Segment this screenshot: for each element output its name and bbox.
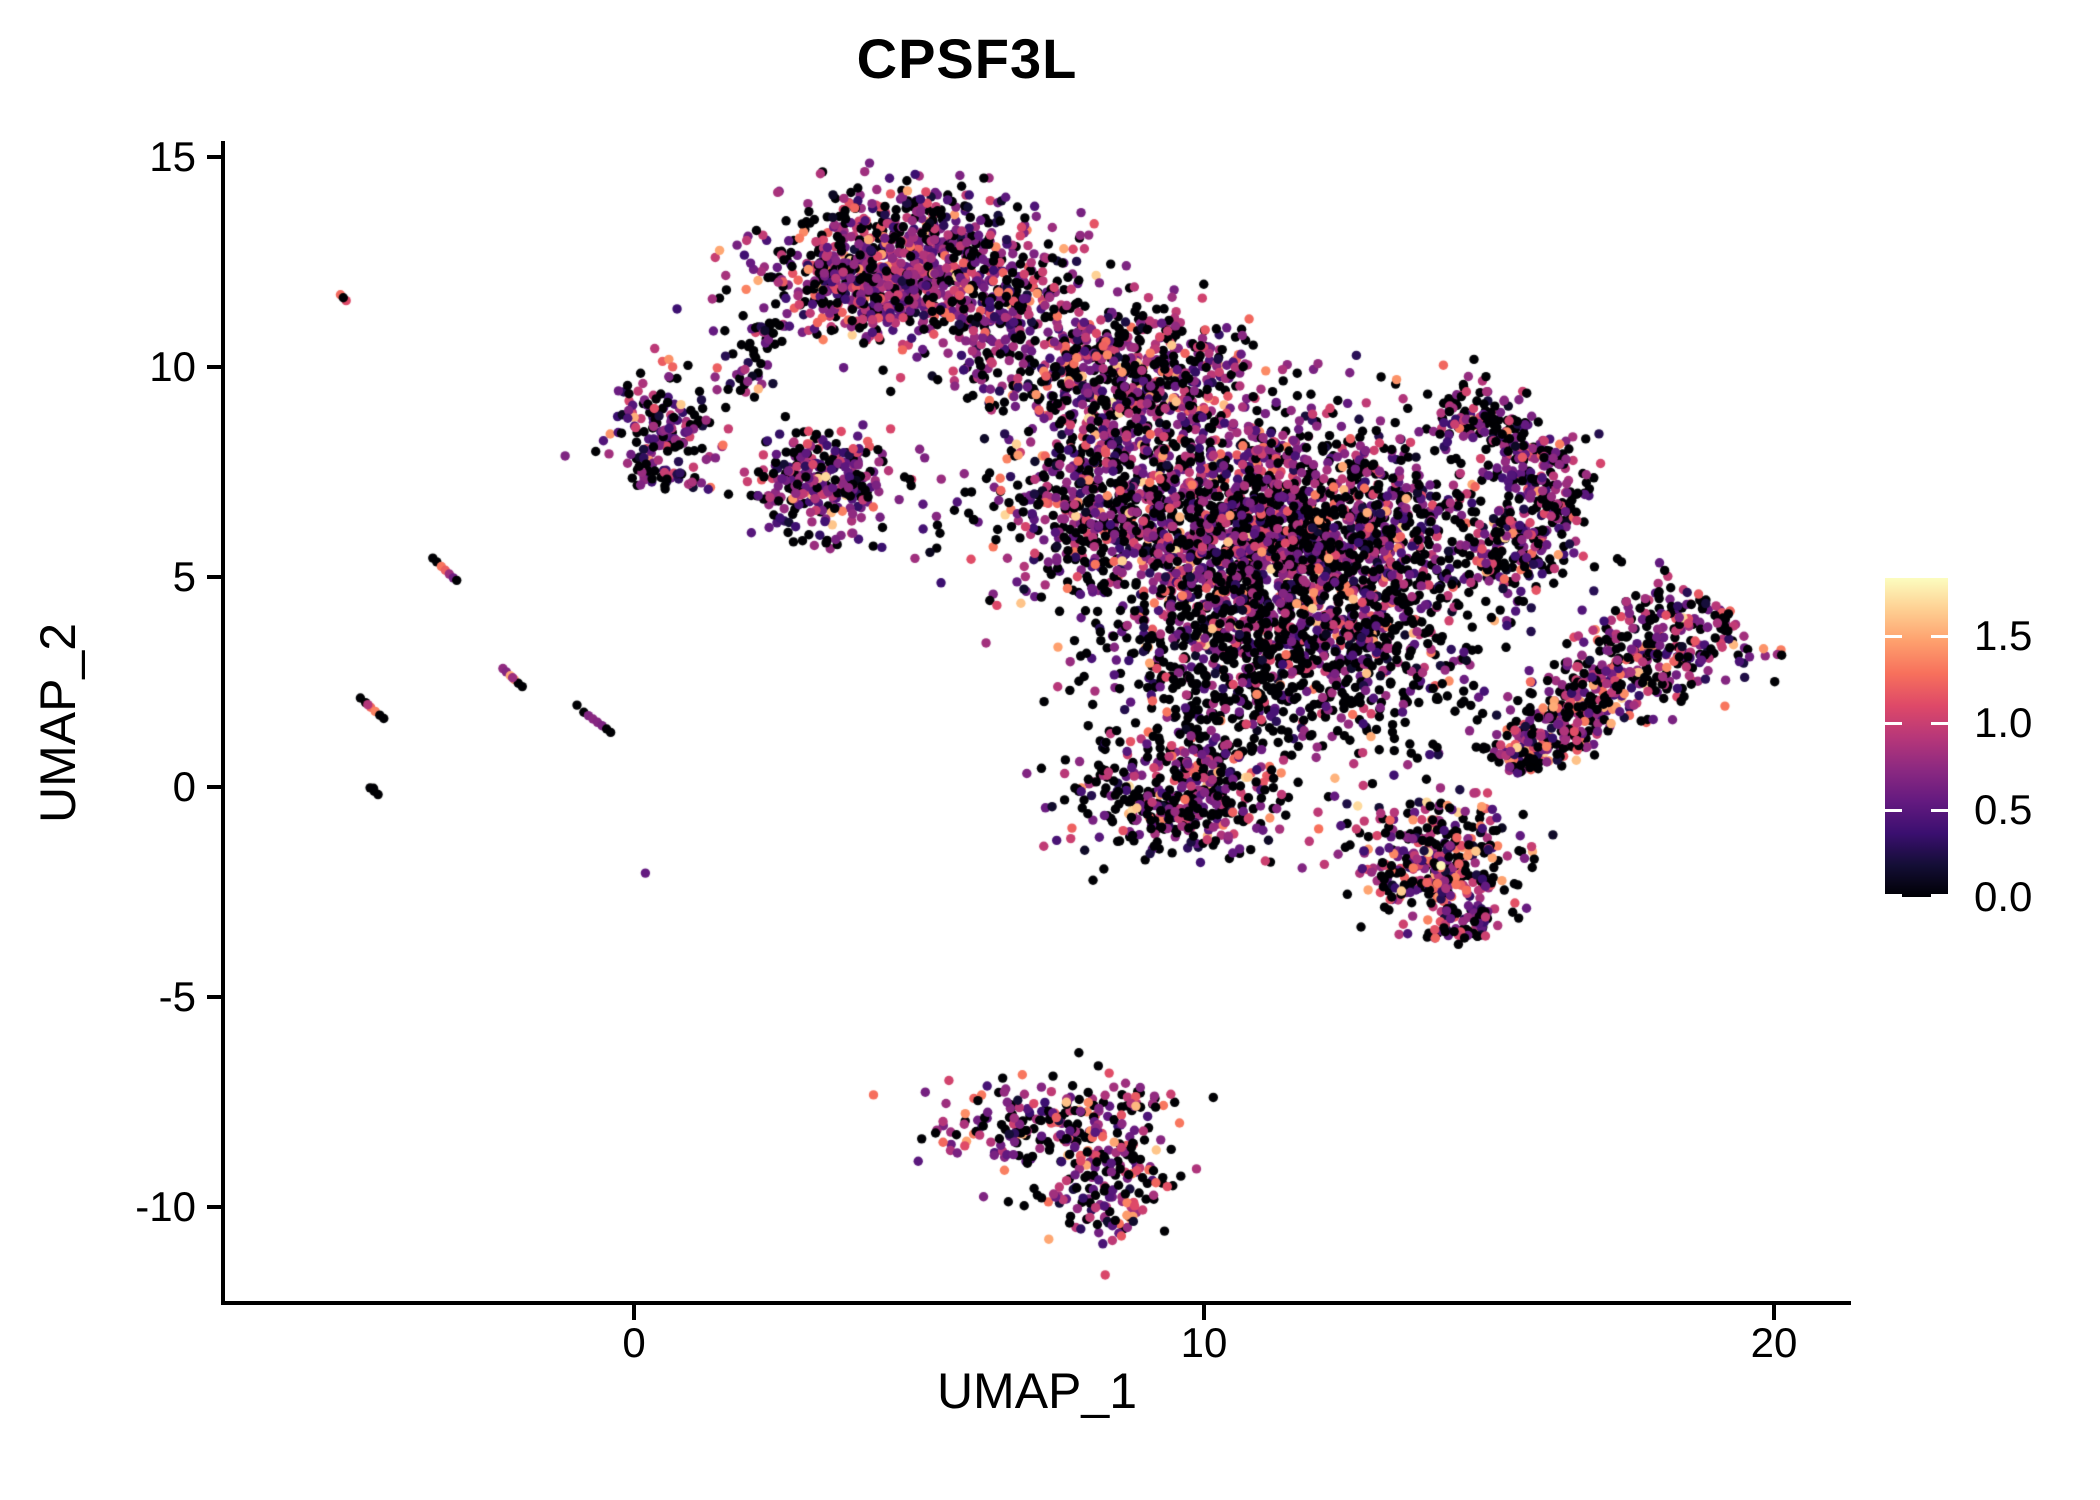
y-axis-title-text: UMAP_2 xyxy=(30,622,86,824)
colorbar-tick-label: 1.0 xyxy=(1974,698,2033,746)
colorbar-tick-mark xyxy=(1931,721,1948,725)
colorbar-tick-mark xyxy=(1885,634,1902,638)
y-tick-mark xyxy=(207,1205,222,1209)
y-tick-mark xyxy=(207,155,222,159)
x-axis-title: UMAP_1 xyxy=(936,1363,1138,1419)
y-tick-mark xyxy=(207,785,222,789)
x-tick-label: 0 xyxy=(622,1319,646,1366)
x-tick-mark xyxy=(1772,1305,1776,1320)
colorbar-tick-mark xyxy=(1931,634,1948,638)
colorbar-tick-mark xyxy=(1931,894,1948,897)
y-tick-label: 15 xyxy=(149,133,196,180)
colorbar-tick-mark xyxy=(1885,808,1902,812)
colorbar-tick-label: 0.0 xyxy=(1974,873,2033,920)
x-tick-mark xyxy=(632,1305,636,1320)
y-axis-line xyxy=(221,141,225,1305)
x-tick-label: 10 xyxy=(1180,1319,1228,1366)
colorbar-tick-label: 0.5 xyxy=(1974,785,2033,833)
colorbar-tick-label: 1.5 xyxy=(1974,611,2033,659)
colorbar-gradient xyxy=(1885,578,1948,897)
y-tick-mark xyxy=(207,995,222,999)
y-tick-mark xyxy=(207,575,222,579)
x-axis-line xyxy=(221,1301,1851,1305)
y-tick-label: -10 xyxy=(135,1183,196,1230)
y-tick-mark xyxy=(207,365,222,369)
y-tick-label: 0 xyxy=(172,763,196,810)
y-tick-label: -5 xyxy=(158,973,196,1020)
colorbar-tick-mark xyxy=(1931,808,1948,812)
plot-title: CPSF3L xyxy=(856,27,1078,90)
colorbar-tick-mark xyxy=(1885,721,1902,725)
y-tick-label: 5 xyxy=(172,553,196,600)
y-tick-label: 10 xyxy=(149,343,196,390)
x-tick-mark xyxy=(1202,1305,1206,1320)
x-tick-label: 20 xyxy=(1750,1319,1798,1366)
colorbar-tick-mark xyxy=(1885,894,1902,897)
